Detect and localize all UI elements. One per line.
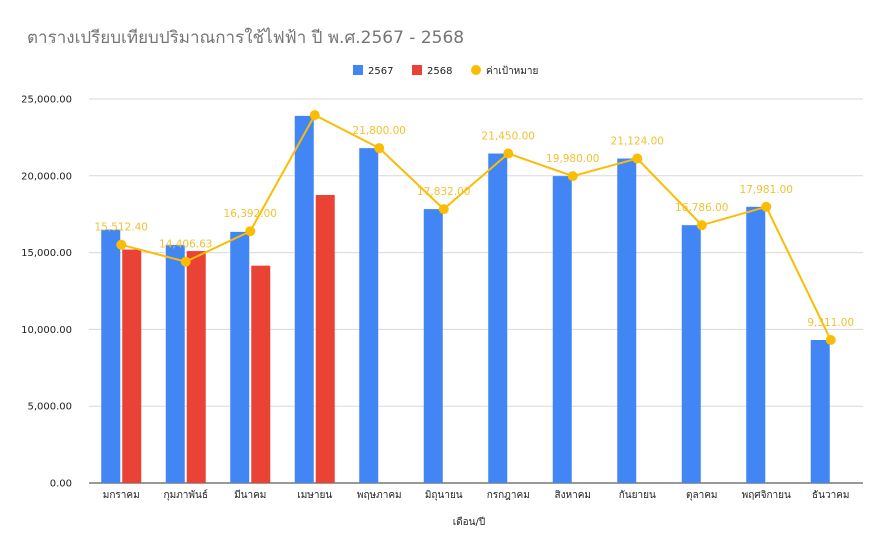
x-axis-title: เดือน/ปี [453,516,485,528]
bar-2567 [165,244,185,483]
bar-2567 [488,153,508,483]
bar-2567 [810,339,830,483]
bar-2567 [617,158,637,484]
target-point [245,226,256,237]
data-label: 15,512.40 [95,222,148,234]
x-tick-label: ตุลาคม [686,490,718,501]
y-tick-label: 5,000.00 [27,402,72,413]
data-label: 21,450.00 [482,131,535,143]
legend-swatch-ค่าเป้าหมาย [471,65,481,75]
y-tick-label: 20,000.00 [21,171,72,182]
data-label: 21,124.00 [611,136,664,148]
data-label: 16,786.00 [675,202,728,214]
bar-2567 [423,209,443,484]
y-tick-label: 25,000.00 [21,95,72,106]
x-tick-label: มีนาคม [234,489,266,501]
x-tick-label: ธันวาคม [812,490,849,501]
series-line-target [120,113,832,341]
bar-2568 [186,251,206,483]
legend-swatch-2568 [412,65,422,75]
legend-label-2567: 2567 [368,66,393,77]
y-tick-label: 10,000.00 [21,325,72,336]
target-point [438,204,449,215]
target-point [374,143,385,154]
data-label: 21,800.00 [353,125,406,137]
x-tick-label: มกราคม [103,490,140,501]
x-tick-label: พฤศจิกายน [742,490,791,501]
bar-2567 [294,115,314,484]
target-point [632,153,643,164]
data-label: 19,980.00 [546,153,599,165]
y-tick-label: 0.00 [50,479,72,490]
legend-label-2568: 2568 [427,66,452,77]
bar-2567 [230,231,250,483]
data-label: 17,981.00 [740,184,793,196]
x-tick-label: พฤษภาคม [357,490,402,501]
target-point [116,239,127,250]
x-tick-label: กรกฎาคม [487,490,530,501]
data-label: 14,406.63 [159,239,212,251]
target-point [825,334,836,345]
legend-label-ค่าเป้าหมาย: ค่าเป้าหมาย [486,65,538,77]
bar-2567 [552,176,572,484]
x-tick-label: สิงหาคม [555,490,591,501]
target-point [696,220,707,231]
legend-swatch-2567 [353,65,363,75]
x-tick-label: เมษายน [297,490,332,501]
data-label: 17,832.00 [417,186,470,198]
data-label: 9,311.00 [807,317,854,329]
data-label: 16,392.00 [224,208,277,220]
bar-2568 [251,265,271,483]
bar-2568 [315,195,335,483]
x-tick-label: กันยายน [619,490,656,501]
x-tick-label: มิถุนายน [425,490,463,501]
bar-2567 [359,148,379,484]
bar-2567 [101,229,121,483]
chart-title: ตารางเปรียบเทียบปริมาณการใช้ไฟฟ้า ปี พ.ศ… [27,28,465,48]
target-point [309,110,320,121]
y-tick-label: 15,000.00 [21,248,72,259]
x-tick-label: กุมภาพันธ์ [164,489,208,501]
target-point [567,171,578,182]
target-point [503,148,514,159]
target-point [761,201,772,212]
bar-2567 [746,206,766,484]
bar-2568 [122,249,142,483]
bar-2567 [681,225,701,483]
target-point [180,256,191,267]
